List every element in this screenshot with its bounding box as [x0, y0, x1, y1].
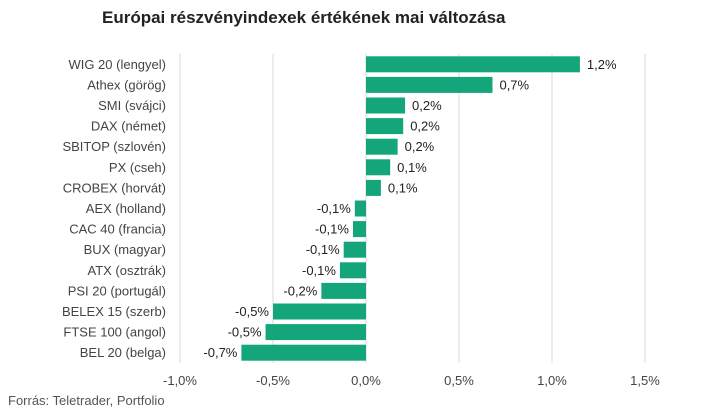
category-label: SMI (svájci)	[98, 98, 166, 113]
category-label: DAX (német)	[91, 119, 166, 134]
value-label: -0,5%	[228, 325, 262, 340]
bar	[366, 138, 398, 155]
bar	[273, 303, 366, 320]
x-tick-label: 0,5%	[444, 373, 474, 388]
value-label: 0,7%	[499, 77, 529, 92]
bar	[265, 324, 366, 341]
category-label: ATX (osztrák)	[88, 263, 167, 278]
x-tick-label: 0,0%	[351, 373, 381, 388]
value-label: 1,2%	[587, 57, 617, 72]
bar	[241, 344, 366, 361]
bar	[354, 200, 366, 217]
x-tick-label: -1,0%	[163, 373, 197, 388]
chart-title: Európai részvényindexek értékének mai vá…	[102, 8, 506, 27]
category-label: CROBEX (horvát)	[63, 180, 166, 195]
category-label: AEX (holland)	[86, 201, 166, 216]
category-label: PSI 20 (portugál)	[68, 283, 166, 298]
bar	[366, 159, 391, 176]
value-label: -0,1%	[306, 242, 340, 257]
value-label: 0,2%	[405, 139, 435, 154]
category-label: SBITOP (szlovén)	[62, 139, 166, 154]
category-label: FTSE 100 (angol)	[63, 325, 166, 340]
bar	[343, 241, 366, 258]
bar	[339, 262, 366, 279]
category-label: CAC 40 (francia)	[69, 222, 166, 237]
bar	[352, 221, 366, 238]
value-label: 0,1%	[397, 160, 427, 175]
value-label: -0,5%	[235, 304, 269, 319]
category-label: BEL 20 (belga)	[80, 345, 166, 360]
x-tick-label: 1,5%	[630, 373, 660, 388]
bar	[321, 282, 366, 299]
category-label: PX (cseh)	[109, 160, 166, 175]
category-label: BELEX 15 (szerb)	[62, 304, 166, 319]
value-label: -0,1%	[302, 263, 336, 278]
value-label: -0,2%	[283, 283, 317, 298]
value-label: -0,1%	[315, 222, 349, 237]
bar	[366, 118, 404, 135]
bar	[366, 97, 406, 114]
bar	[366, 56, 580, 73]
source-note: Forrás: Teletrader, Portfolio	[8, 393, 165, 408]
bar	[366, 179, 381, 196]
value-label: -0,1%	[317, 201, 351, 216]
x-tick-label: -0,5%	[256, 373, 290, 388]
category-label: WIG 20 (lengyel)	[68, 57, 166, 72]
x-tick-label: 1,0%	[537, 373, 567, 388]
value-label: 0,1%	[388, 180, 418, 195]
value-label: 0,2%	[410, 119, 440, 134]
value-label: 0,2%	[412, 98, 442, 113]
value-label: -0,7%	[203, 345, 237, 360]
category-label: BUX (magyar)	[84, 242, 166, 257]
category-label: Athex (görög)	[87, 77, 166, 92]
bar	[366, 76, 493, 93]
